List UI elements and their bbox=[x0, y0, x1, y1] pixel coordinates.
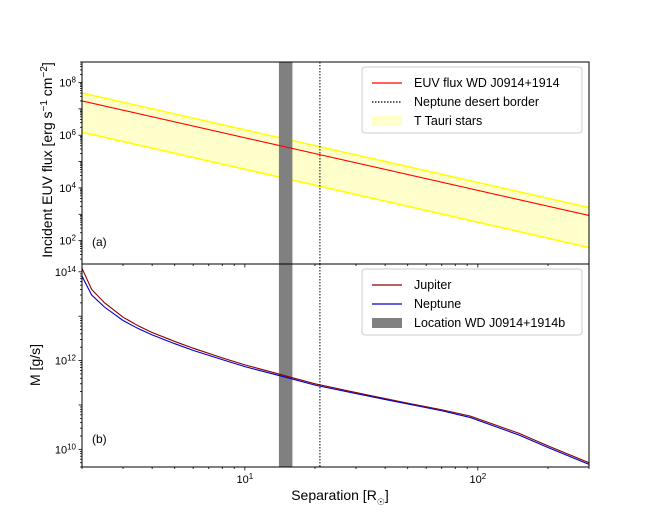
legend-label: Neptune bbox=[414, 297, 461, 311]
panel-b-label: (b) bbox=[92, 432, 107, 446]
legend-handle bbox=[372, 318, 402, 328]
series-line-neptune bbox=[82, 275, 589, 465]
legend-label: Location WD J0914+1914b bbox=[414, 316, 565, 330]
y-tick-label: 1014 bbox=[55, 264, 77, 279]
legend-handle bbox=[372, 116, 402, 126]
x-tick-label: 101 bbox=[236, 472, 253, 487]
y-tick-label: 104 bbox=[59, 180, 76, 195]
location-span bbox=[278, 264, 293, 467]
legend-label: Neptune desert border bbox=[414, 95, 539, 109]
t-tauri-lower-edge bbox=[82, 131, 589, 249]
y-tick-label: 108 bbox=[59, 75, 76, 90]
plot-frame-1 bbox=[81, 263, 590, 468]
plot-area-1 bbox=[82, 264, 589, 467]
legend-label: EUV flux WD J0914+1914 bbox=[414, 76, 560, 90]
series-line-euv-flux-wd-j0914-1914 bbox=[82, 100, 589, 217]
panel-a-label: (a) bbox=[92, 235, 107, 249]
series-line-jupiter bbox=[82, 268, 589, 464]
location-span bbox=[278, 62, 293, 264]
y-tick-label: 106 bbox=[59, 128, 76, 143]
panel-a-flux: 102 104 106 108 EUV flux WD J0914+1914 Neptun… bbox=[59, 61, 590, 268]
panel-b-ylabel: M [g/s] bbox=[27, 344, 43, 386]
legend-label: T Tauri stars bbox=[414, 114, 482, 128]
y-tick-label: 102 bbox=[59, 233, 76, 248]
t-tauri-upper-edge bbox=[82, 92, 589, 209]
y-tick-label: 1010 bbox=[55, 442, 77, 457]
legend-label: Jupiter bbox=[414, 278, 452, 292]
panel-b-mass-loss: 1010 1012 1014 101 102 Jupiter Neptune Location… bbox=[55, 263, 590, 487]
x-axis-label: Separation [R☉] bbox=[291, 487, 389, 507]
legend-panel-b bbox=[361, 268, 583, 336]
legend-panel-a bbox=[361, 66, 583, 134]
y-tick-label: 1012 bbox=[55, 353, 77, 368]
x-tick-label: 102 bbox=[469, 472, 486, 487]
plot-area-0 bbox=[82, 62, 589, 264]
t-tauri-band bbox=[82, 92, 589, 248]
panel-a-ylabel: Incident EUV flux [erg s−1 cm−2] bbox=[39, 62, 56, 258]
